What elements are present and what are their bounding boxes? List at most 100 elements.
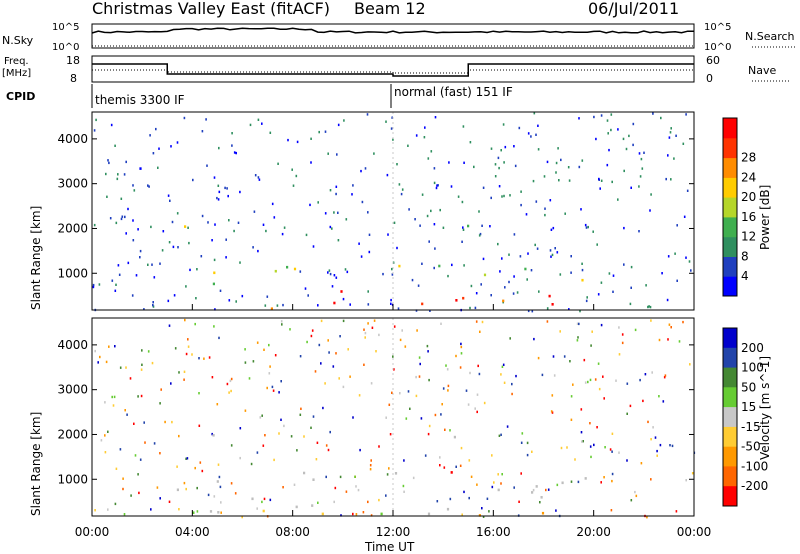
- scatter-cell: [217, 198, 220, 201]
- scatter-cell: [567, 166, 570, 169]
- scatter-cell: [152, 301, 154, 304]
- scatter-cell: [645, 284, 647, 287]
- scatter-cell: [262, 444, 265, 447]
- colorbar-tick-label: 28: [741, 151, 756, 165]
- scatter-cell: [689, 363, 691, 366]
- heat-cell: [217, 511, 220, 514]
- scatter-cell: [676, 279, 678, 282]
- scatter-cell: [273, 458, 275, 462]
- scatter-cell: [220, 511, 222, 514]
- scatter-cell: [211, 376, 214, 379]
- scatter-cell: [549, 199, 552, 202]
- scatter-cell: [617, 198, 619, 201]
- scatter-cell: [254, 174, 257, 177]
- scatter-cell: [501, 257, 503, 260]
- scatter-cell: [603, 476, 605, 479]
- xtick-label: 20:00: [576, 525, 611, 539]
- scatter-cell: [584, 223, 587, 227]
- colorbar-tick-label: 200: [741, 341, 764, 355]
- heat-cell: [453, 435, 456, 439]
- scatter-cell: [187, 338, 189, 341]
- scatter-cell: [228, 219, 230, 222]
- scatter-cell: [386, 473, 389, 476]
- scatter-cell: [213, 176, 216, 179]
- scatter-cell: [634, 328, 637, 332]
- scatter-cell: [460, 446, 463, 450]
- scatter-cell: [600, 281, 603, 284]
- scatter-cell: [553, 374, 556, 377]
- colorbar-swatch: [723, 276, 737, 297]
- ytick-label: 2000: [57, 427, 88, 441]
- scatter-cell: [446, 368, 449, 371]
- freq-line: [92, 63, 694, 77]
- scatter-cell: [269, 498, 272, 502]
- scatter-cell: [331, 285, 334, 288]
- scatter-cell: [580, 431, 583, 434]
- scatter-cell: [556, 251, 559, 254]
- scatter-cell: [153, 276, 156, 279]
- scatter-cell: [546, 160, 549, 164]
- scatter-cell: [660, 116, 662, 120]
- scatter-cell: [462, 228, 465, 231]
- colorbar-tick-label: 100: [741, 361, 764, 375]
- scatter-cell: [670, 178, 672, 181]
- scatter-cell: [329, 225, 332, 229]
- scatter-cell: [612, 290, 614, 293]
- colorbar-swatch: [723, 387, 737, 408]
- scatter-cell: [125, 232, 127, 235]
- scatter-cell: [675, 510, 678, 513]
- scatter-cell: [152, 305, 155, 308]
- scatter-cell: [266, 386, 268, 390]
- scatter-cell: [278, 391, 280, 394]
- scatter-cell: [172, 245, 175, 249]
- scatter-cell: [543, 175, 546, 178]
- heat-cell: [531, 491, 534, 494]
- scatter-cell: [670, 326, 672, 329]
- scatter-cell: [673, 157, 675, 160]
- scatter-cell: [339, 335, 341, 338]
- heat-cell: [251, 497, 254, 501]
- scatter-cell: [225, 238, 227, 241]
- scatter-cell: [235, 300, 237, 303]
- scatter-cell: [609, 448, 612, 451]
- scatter-cell: [370, 459, 372, 462]
- scatter-cell: [392, 138, 394, 141]
- scatter-cell: [663, 376, 666, 379]
- scatter-cell: [158, 147, 160, 150]
- power-panel-frame: [91, 111, 695, 311]
- scatter-cell: [511, 392, 513, 396]
- scatter-cell: [237, 221, 240, 224]
- scatter-cell: [124, 215, 126, 219]
- scatter-cell: [120, 197, 123, 200]
- scatter-cell: [589, 445, 592, 448]
- colorbar-swatch: [723, 137, 737, 159]
- scatter-cell: [644, 373, 647, 376]
- scatter-cell: [468, 496, 470, 500]
- scatter-cell: [640, 462, 643, 465]
- scatter-cell: [551, 253, 554, 257]
- scatter-cell: [241, 294, 244, 298]
- scatter-cell: [385, 416, 387, 419]
- heat-cell: [321, 512, 324, 516]
- colorbar-tick-label: 50: [741, 380, 756, 394]
- scatter-cell: [257, 249, 259, 253]
- scatter-cell: [391, 116, 393, 119]
- heat-cell: [262, 509, 265, 513]
- scatter-cell: [590, 455, 592, 459]
- velocity-colorbar-label: Velocity [m s^-1]: [758, 356, 772, 460]
- scatter-cell: [576, 322, 579, 325]
- scatter-cell: [258, 178, 261, 181]
- scatter-cell: [108, 161, 110, 165]
- colorbar-swatch: [723, 446, 737, 467]
- scatter-cell: [513, 233, 516, 236]
- scatter-cell: [555, 171, 557, 174]
- scatter-cell: [150, 508, 152, 511]
- noise-right-tick-top: 10^5: [704, 22, 731, 33]
- scatter-cell: [683, 215, 686, 218]
- heat-cell: [274, 269, 277, 273]
- scatter-cell: [646, 516, 648, 519]
- scatter-cell: [670, 127, 672, 130]
- scatter-cell: [558, 179, 560, 182]
- scatter-cell: [608, 272, 611, 275]
- scatter-cell: [658, 338, 661, 342]
